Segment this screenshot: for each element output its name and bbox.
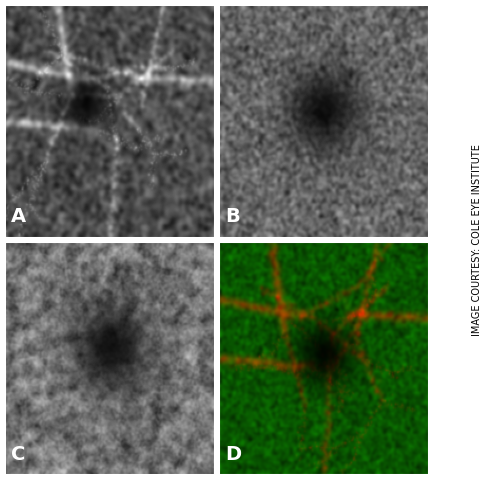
Text: C: C [11, 444, 25, 464]
Text: D: D [226, 444, 242, 464]
Text: A: A [11, 207, 26, 227]
Text: B: B [226, 207, 240, 227]
Text: IMAGE COURTESY: COLE EYE INSTITUTE: IMAGE COURTESY: COLE EYE INSTITUTE [472, 144, 482, 336]
